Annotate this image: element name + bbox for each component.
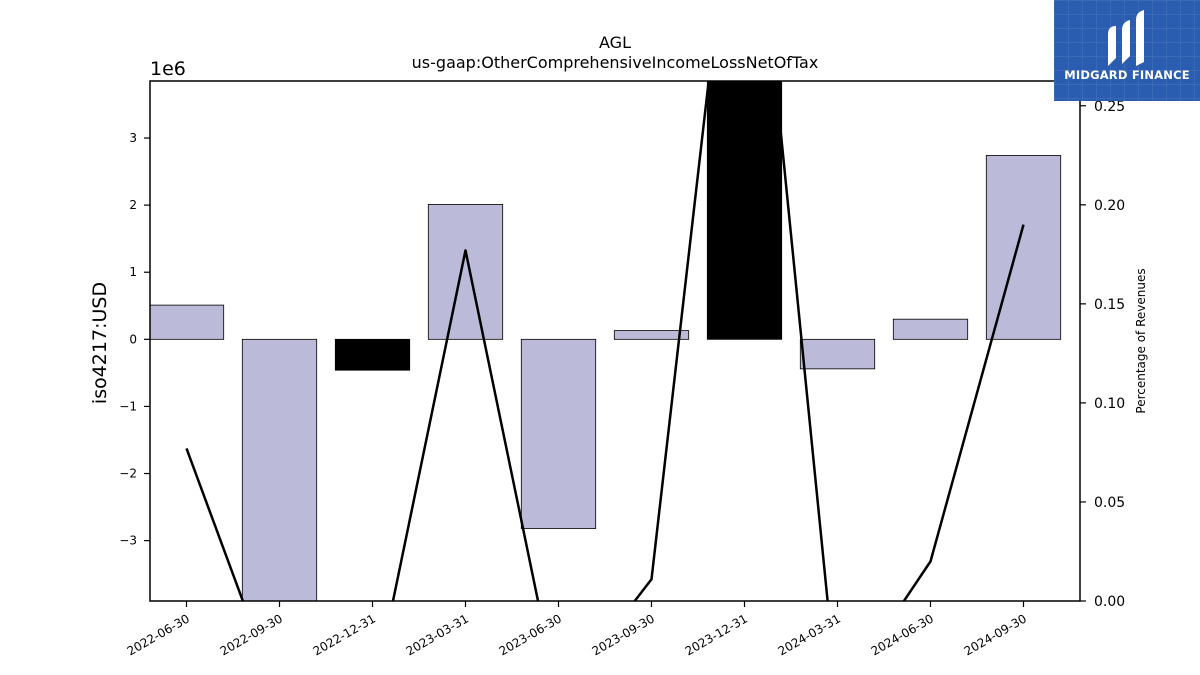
y2-tick-label: 0.05 (1094, 495, 1125, 511)
y2-tick-label: 0.20 (1094, 198, 1125, 214)
x-tick-label: 2023-12-31 (683, 611, 750, 658)
y-tick-label: 0 (129, 332, 137, 346)
brand-logo: MIDGARD FINANCE (1054, 0, 1200, 101)
y-tick-label: −2 (119, 467, 137, 481)
y2-axis-label: Percentage of Revenues (1134, 268, 1148, 413)
bar-2024-03-31 (799, 338, 876, 370)
x-tick-label: 2024-03-31 (776, 611, 843, 658)
logo-mark-icon (1108, 10, 1144, 66)
y-axis-label: iso4217:USD (89, 282, 111, 404)
y2-tick-label: 0.25 (1094, 99, 1125, 115)
bar-2024-06-30 (892, 318, 969, 340)
x-tick-label: 2022-09-30 (218, 611, 285, 658)
bar-2022-06-30 (150, 304, 225, 340)
x-tick-label: 2024-06-30 (869, 611, 936, 658)
y-tick-label: 2 (129, 198, 137, 212)
chart-subtitle: us-gaap:OtherComprehensiveIncomeLossNetO… (412, 53, 819, 72)
bar-2023-09-30 (613, 330, 690, 340)
bar-2023-06-30 (520, 338, 597, 529)
bar-2022-12-31 (334, 338, 411, 371)
x-tick-label: 2023-06-30 (497, 611, 564, 658)
y2-tick-label: 0.10 (1094, 396, 1125, 412)
x-tick-label: 2023-03-31 (404, 611, 471, 658)
bar-2023-03-31 (427, 204, 504, 340)
y2-tick-label: 0.15 (1094, 297, 1125, 313)
x-tick-label: 2022-12-31 (311, 611, 378, 658)
y-tick-label: −3 (119, 534, 137, 548)
y-tick-label: 1 (129, 265, 137, 279)
bar-2023-12-31 (706, 81, 783, 340)
y-offset-label: 1e6 (150, 58, 186, 80)
plot-frame (149, 80, 1081, 602)
y2-tick-label: 0.00 (1094, 594, 1125, 610)
y-tick-label: 3 (129, 131, 137, 145)
y-tick-label: −1 (119, 399, 137, 413)
x-tick-label: 2023-09-30 (590, 611, 657, 658)
x-tick-label: 2024-09-30 (962, 611, 1029, 658)
chart-title: AGL (599, 33, 631, 52)
bar-2022-09-30 (241, 338, 318, 601)
logo-text: MIDGARD FINANCE (1064, 68, 1190, 82)
bar-2024-09-30 (985, 155, 1062, 340)
x-tick-label: 2022-06-30 (125, 611, 192, 658)
